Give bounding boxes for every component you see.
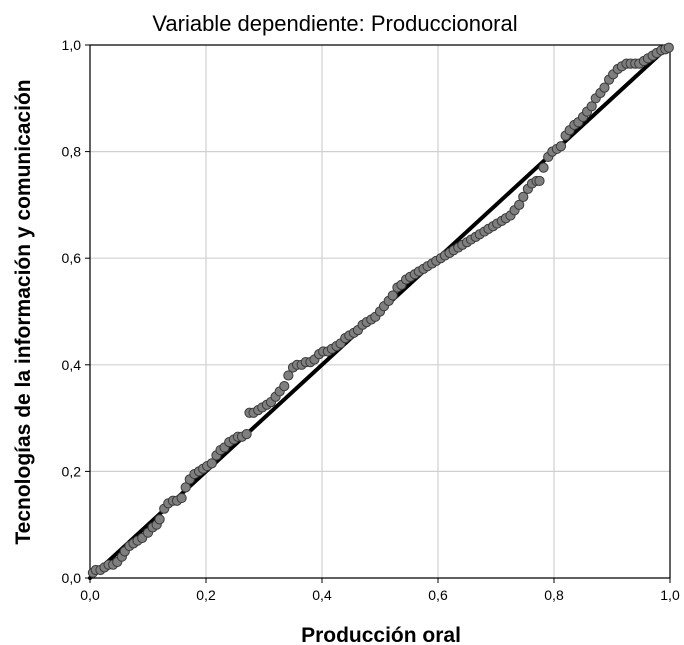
- x-axis-title: Producción oral: [301, 624, 461, 645]
- data-point: [283, 370, 294, 381]
- data-point: [534, 175, 545, 187]
- data-point: [206, 458, 217, 469]
- data-point: [599, 82, 610, 93]
- x-axis-ticks: 0,0 0,2 0,4 0,6 0,8 1,0: [80, 578, 680, 603]
- y-axis-ticks: 0,0 0,2 0,4 0,6 0,8 1,0: [62, 37, 90, 586]
- x-tick-label: 0,6: [428, 587, 448, 603]
- chart-title: Variable dependiente: Produccionoral: [152, 11, 517, 36]
- data-point: [586, 101, 597, 112]
- data-point: [663, 42, 674, 53]
- data-point: [180, 482, 191, 493]
- data-point: [387, 290, 398, 301]
- x-tick-label: 0,4: [312, 587, 332, 603]
- data-point: [518, 191, 529, 203]
- y-tick-label: 0,4: [62, 357, 82, 373]
- data-point: [514, 199, 525, 210]
- data-point: [555, 141, 567, 152]
- data-points: [87, 42, 674, 578]
- data-point: [538, 162, 549, 173]
- x-tick-label: 0,2: [196, 587, 216, 603]
- y-tick-label: 1,0: [62, 37, 82, 53]
- y-tick-label: 0,6: [62, 250, 82, 266]
- x-tick-label: 0,0: [80, 587, 100, 603]
- data-point: [279, 381, 290, 392]
- y-tick-label: 0,8: [62, 144, 82, 160]
- y-axis-title: Tecnologías de la información y comunica…: [12, 79, 35, 544]
- data-point: [176, 492, 187, 504]
- x-tick-label: 1,0: [660, 587, 680, 603]
- data-point: [241, 428, 252, 440]
- x-tick-label: 0,8: [544, 587, 564, 603]
- y-tick-label: 0,2: [62, 463, 82, 479]
- y-tick-label: 0,0: [62, 570, 82, 586]
- data-point: [154, 514, 165, 525]
- plot-frame: [89, 44, 671, 579]
